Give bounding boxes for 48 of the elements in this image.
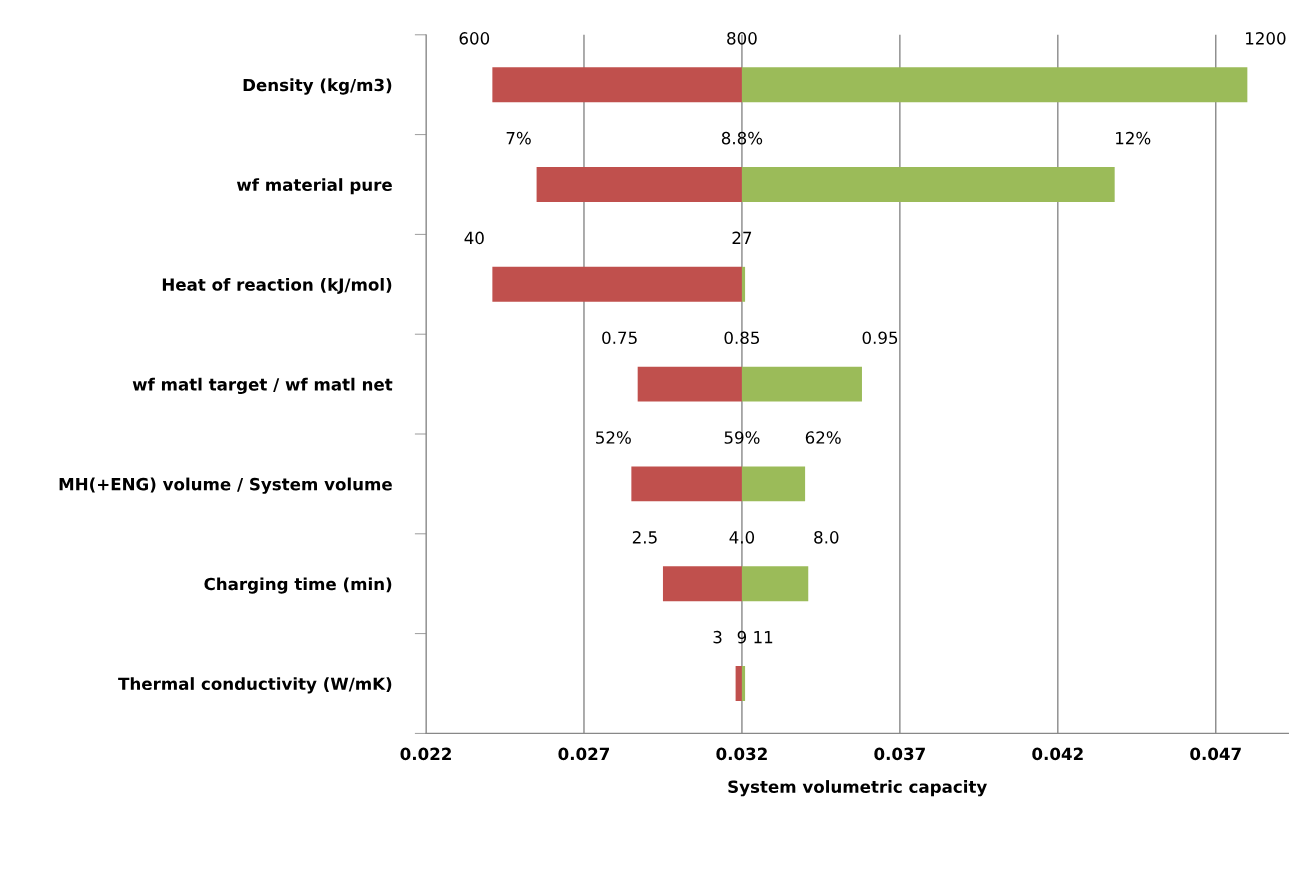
annotation: 8.8% xyxy=(721,131,763,145)
x-axis-title: System volumetric capacity xyxy=(728,780,987,797)
annotation: 8.0 xyxy=(814,531,839,544)
annotation: 7% xyxy=(506,131,531,145)
annotation: 52% xyxy=(596,431,631,444)
annotation: 0.75 xyxy=(602,331,637,345)
x-tick-label: 0.047 xyxy=(1190,747,1241,761)
y-tick-label: Heat of reaction (kJ/mol) xyxy=(162,277,392,294)
bar xyxy=(741,566,809,602)
annotation: 2.5 xyxy=(632,531,657,544)
bar xyxy=(631,466,742,502)
annotation: 40 xyxy=(464,231,484,245)
annotation: 600 xyxy=(459,32,490,45)
y-tick-label: wf matl target / wf matl net xyxy=(132,377,393,395)
y-tick-label: Thermal conductivity (W/mK) xyxy=(118,677,392,694)
bar xyxy=(637,366,742,402)
bar xyxy=(741,167,1115,202)
bar xyxy=(741,366,862,402)
annotation: 9 xyxy=(737,630,747,644)
annotation: 800 xyxy=(727,32,757,45)
bar xyxy=(536,167,742,202)
x-tick-label: 0.037 xyxy=(874,747,925,761)
x-tick-label: 0.022 xyxy=(400,747,451,761)
x-tick-label: 0.027 xyxy=(558,747,610,761)
annotation: 27 xyxy=(732,231,752,244)
y-tick-label: Charging time (min) xyxy=(204,577,392,594)
annotation: 12% xyxy=(1116,131,1151,145)
bar xyxy=(492,266,742,302)
bar xyxy=(492,67,742,103)
x-tick-label: 0.032 xyxy=(716,747,767,761)
bar xyxy=(741,266,746,302)
y-tick-label: Density (kg/m3) xyxy=(243,78,392,95)
annotation: 62% xyxy=(805,431,841,444)
annotation: 0.95 xyxy=(862,331,898,345)
annotation: 59% xyxy=(724,431,760,444)
bar xyxy=(741,466,806,502)
y-tick-label: MH(+ENG) volume / System volume xyxy=(59,477,392,494)
bar xyxy=(735,666,742,701)
annotation: 1200 xyxy=(1246,32,1286,45)
annotation: 3 xyxy=(713,630,722,644)
y-tick-label: wf material pure xyxy=(236,178,392,195)
bar xyxy=(741,67,1248,103)
x-tick-label: 0.042 xyxy=(1032,747,1083,761)
bar xyxy=(662,566,742,602)
annotation: 0.85 xyxy=(724,331,760,345)
annotation: 4.0 xyxy=(729,531,755,544)
annotation: 11 xyxy=(754,631,773,644)
bar xyxy=(741,666,746,701)
